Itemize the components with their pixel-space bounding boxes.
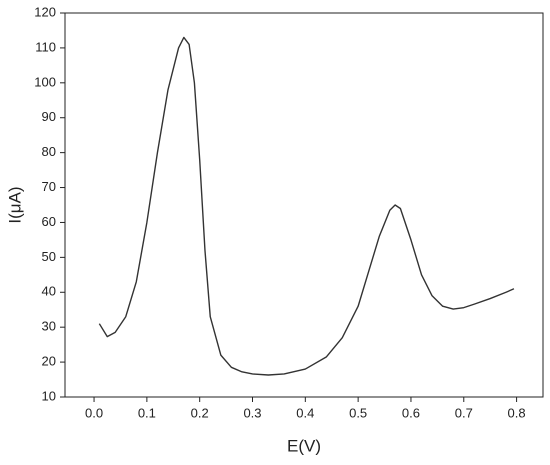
x-tick-label: 0.1 bbox=[138, 405, 156, 420]
data-line bbox=[98, 36, 515, 376]
y-tick-label: 100 bbox=[34, 74, 56, 89]
y-axis-title: I(μA) bbox=[5, 186, 24, 223]
x-axis-title: E(V) bbox=[287, 436, 321, 455]
x-tick-label: 0.6 bbox=[402, 405, 420, 420]
x-tick-label: 0.5 bbox=[349, 405, 367, 420]
x-tick-label: 0.2 bbox=[191, 405, 209, 420]
x-tick-label: 0.7 bbox=[455, 405, 473, 420]
y-tick-label: 40 bbox=[42, 284, 56, 299]
y-tick-label: 110 bbox=[35, 39, 56, 54]
x-tick-label: 0.3 bbox=[243, 405, 261, 420]
y-tick-label: 90 bbox=[42, 109, 56, 124]
y-tick-label: 120 bbox=[34, 4, 56, 19]
y-tick-label: 70 bbox=[42, 179, 56, 194]
y-tick-label: 10 bbox=[42, 388, 56, 403]
y-tick-label: 50 bbox=[42, 249, 56, 264]
y-tick-label: 30 bbox=[42, 319, 56, 334]
x-tick-label: 0.0 bbox=[85, 405, 103, 420]
x-tick-label: 0.4 bbox=[296, 405, 314, 420]
y-tick-label: 80 bbox=[42, 144, 56, 159]
y-tick-label: 60 bbox=[42, 214, 56, 229]
plot-frame bbox=[64, 12, 544, 398]
x-tick-label: 0.8 bbox=[508, 405, 526, 420]
y-tick-label: 20 bbox=[42, 354, 56, 369]
